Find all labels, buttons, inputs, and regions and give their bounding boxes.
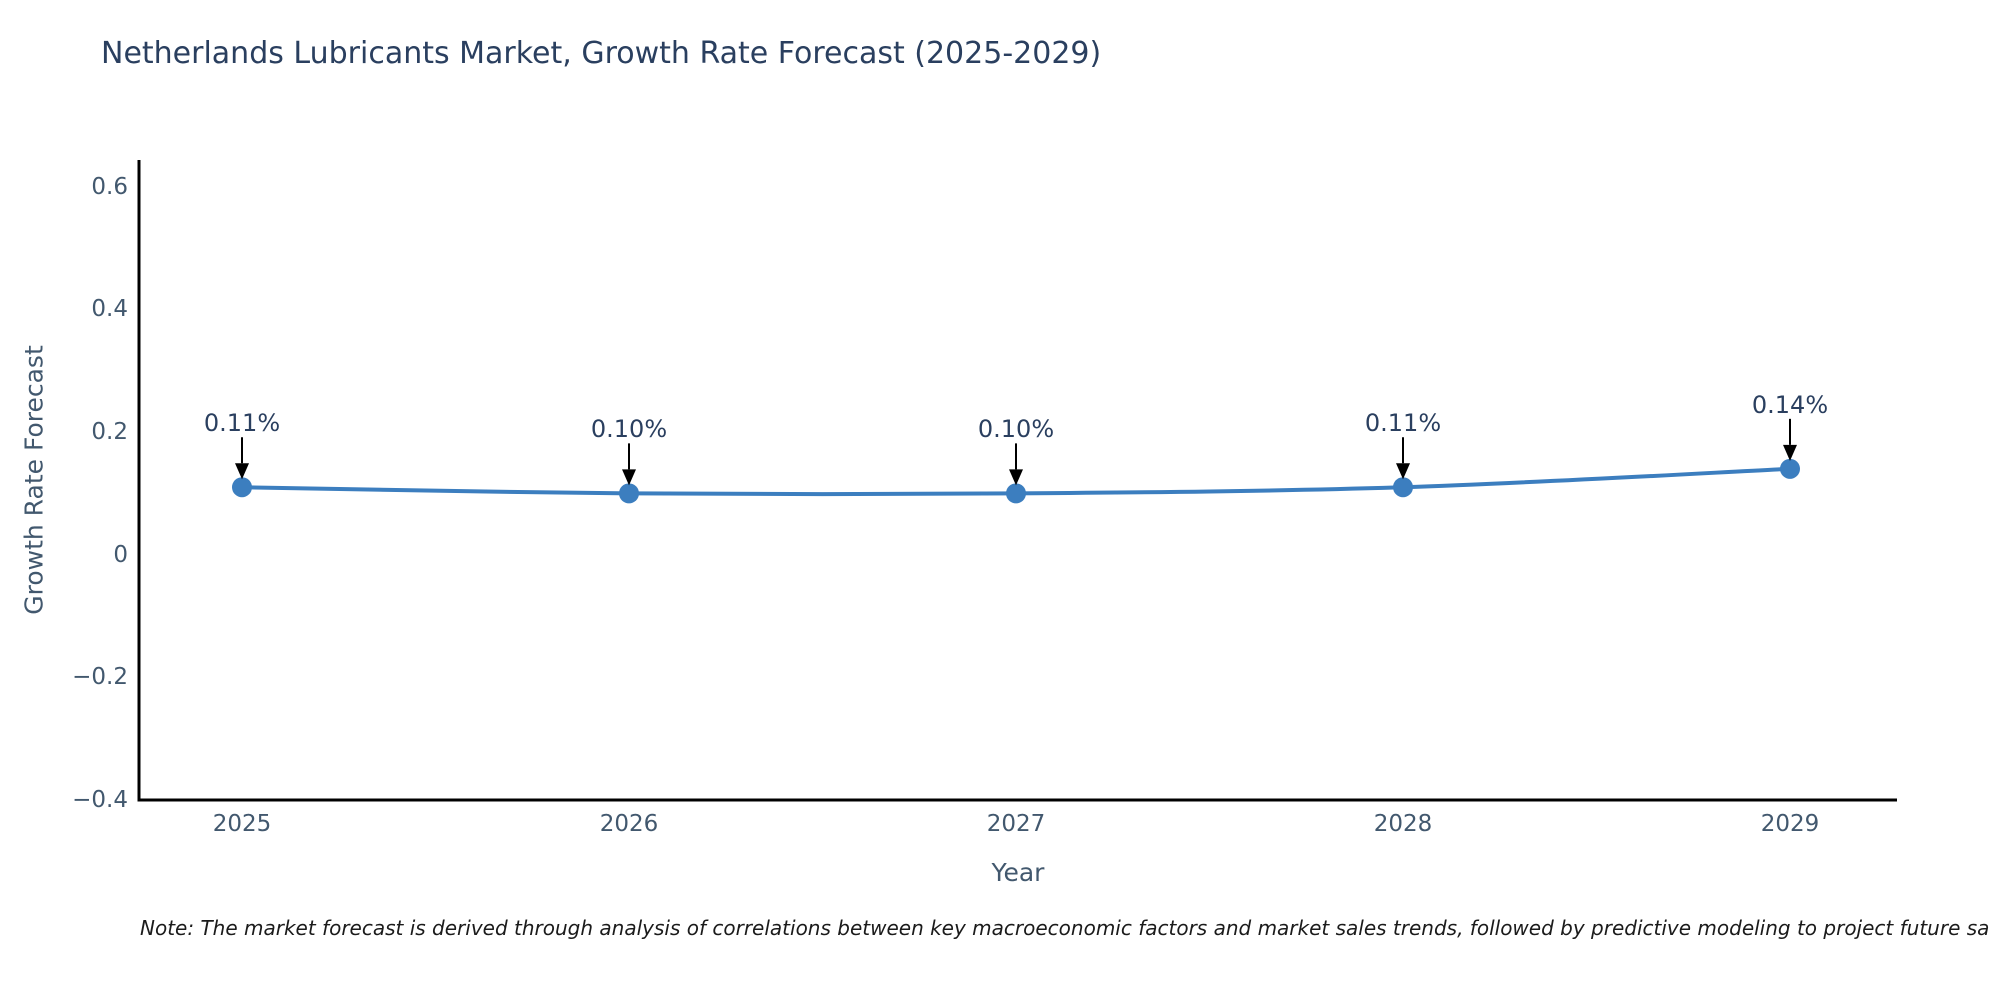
chart-title: Netherlands Lubricants Market, Growth Ra… [101, 36, 1102, 71]
x-tick-label: 2028 [1373, 811, 1433, 837]
y-tick-label: −0.2 [72, 664, 128, 691]
y-tick-label: 0.4 [91, 296, 128, 323]
annotation-arrow-head [1783, 444, 1797, 461]
data-point-marker [1393, 477, 1413, 498]
y-tick-label: 0 [113, 541, 128, 568]
data-point-marker [232, 477, 252, 498]
annotation-arrow-head [622, 469, 636, 486]
x-tick-label: 2026 [599, 811, 659, 837]
x-tick-label: 2027 [986, 811, 1046, 837]
y-tick-label: 0.6 [91, 173, 128, 200]
annotation-arrow-head [1009, 469, 1023, 486]
chart-note: Note: The market forecast is derived thr… [140, 916, 1990, 940]
annotation-arrow-head [1396, 463, 1410, 480]
data-point-label: 0.11% [1364, 409, 1442, 438]
data-point-label: 0.11% [203, 409, 281, 438]
x-axis-title: Year [991, 858, 1045, 887]
data-point-label: 0.10% [977, 415, 1055, 444]
data-point-label: 0.10% [590, 415, 668, 444]
data-point-marker [1006, 483, 1026, 504]
y-axis-title: Growth Rate Forecast [19, 345, 49, 615]
data-point-marker [1780, 458, 1800, 479]
data-point-label: 0.14% [1751, 390, 1829, 419]
x-tick-label: 2029 [1760, 811, 1820, 837]
x-tick-label: 2025 [212, 811, 272, 837]
data-point-marker [619, 483, 639, 504]
annotation-arrow-head [235, 463, 249, 480]
y-tick-label: 0.2 [91, 419, 128, 446]
y-tick-label: −0.4 [72, 787, 128, 813]
